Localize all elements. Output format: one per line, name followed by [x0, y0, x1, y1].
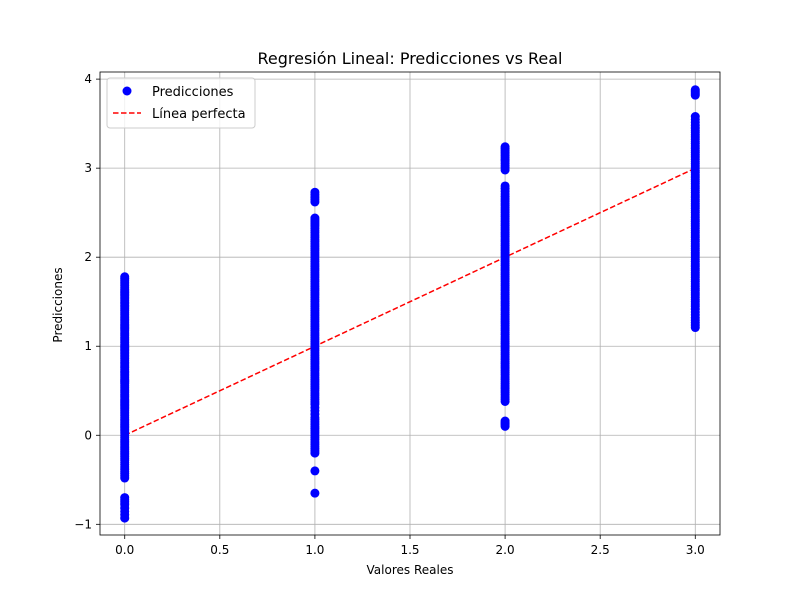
x-axis-label: Valores Reales — [367, 563, 454, 577]
x-tick-label: 0.0 — [115, 543, 134, 557]
y-axis-label: Predicciones — [51, 267, 65, 342]
data-point — [690, 85, 700, 95]
x-tick-label: 1.5 — [400, 543, 419, 557]
reference-line-layer — [124, 167, 696, 436]
reference-line — [124, 167, 696, 436]
data-point — [310, 187, 320, 197]
y-tick-label: −1 — [74, 517, 92, 531]
data-point — [500, 142, 510, 152]
legend: Predicciones Línea perfecta — [106, 77, 256, 129]
y-axis-ticks: −1 0 1 2 3 4 — [74, 72, 100, 531]
data-point — [690, 112, 700, 122]
legend-frame — [106, 77, 256, 129]
data-point — [310, 488, 320, 498]
legend-label-linea-perfecta: Línea perfecta — [152, 107, 246, 122]
y-tick-label: 4 — [84, 72, 92, 86]
points-layer — [120, 85, 700, 523]
x-tick-label: 1.0 — [305, 543, 324, 557]
data-point — [120, 493, 130, 503]
x-tick-label: 2.5 — [591, 543, 610, 557]
legend-label-predicciones: Predicciones — [152, 85, 234, 100]
legend-marker-predicciones — [122, 86, 132, 96]
x-axis-ticks: 0.0 0.5 1.0 1.5 2.0 2.5 3.0 — [115, 535, 705, 557]
data-point — [500, 181, 510, 191]
x-tick-label: 3.0 — [686, 543, 705, 557]
chart-title: Regresión Lineal: Predicciones vs Real — [258, 49, 563, 68]
x-tick-label: 2.0 — [496, 543, 515, 557]
y-tick-label: 0 — [84, 428, 92, 442]
y-tick-label: 1 — [84, 339, 92, 353]
y-tick-label: 3 — [84, 161, 92, 175]
data-point — [500, 416, 510, 426]
y-tick-label: 2 — [84, 250, 92, 264]
data-point — [120, 272, 130, 282]
data-point — [310, 213, 320, 223]
data-point — [310, 466, 320, 476]
x-tick-label: 0.5 — [210, 543, 229, 557]
